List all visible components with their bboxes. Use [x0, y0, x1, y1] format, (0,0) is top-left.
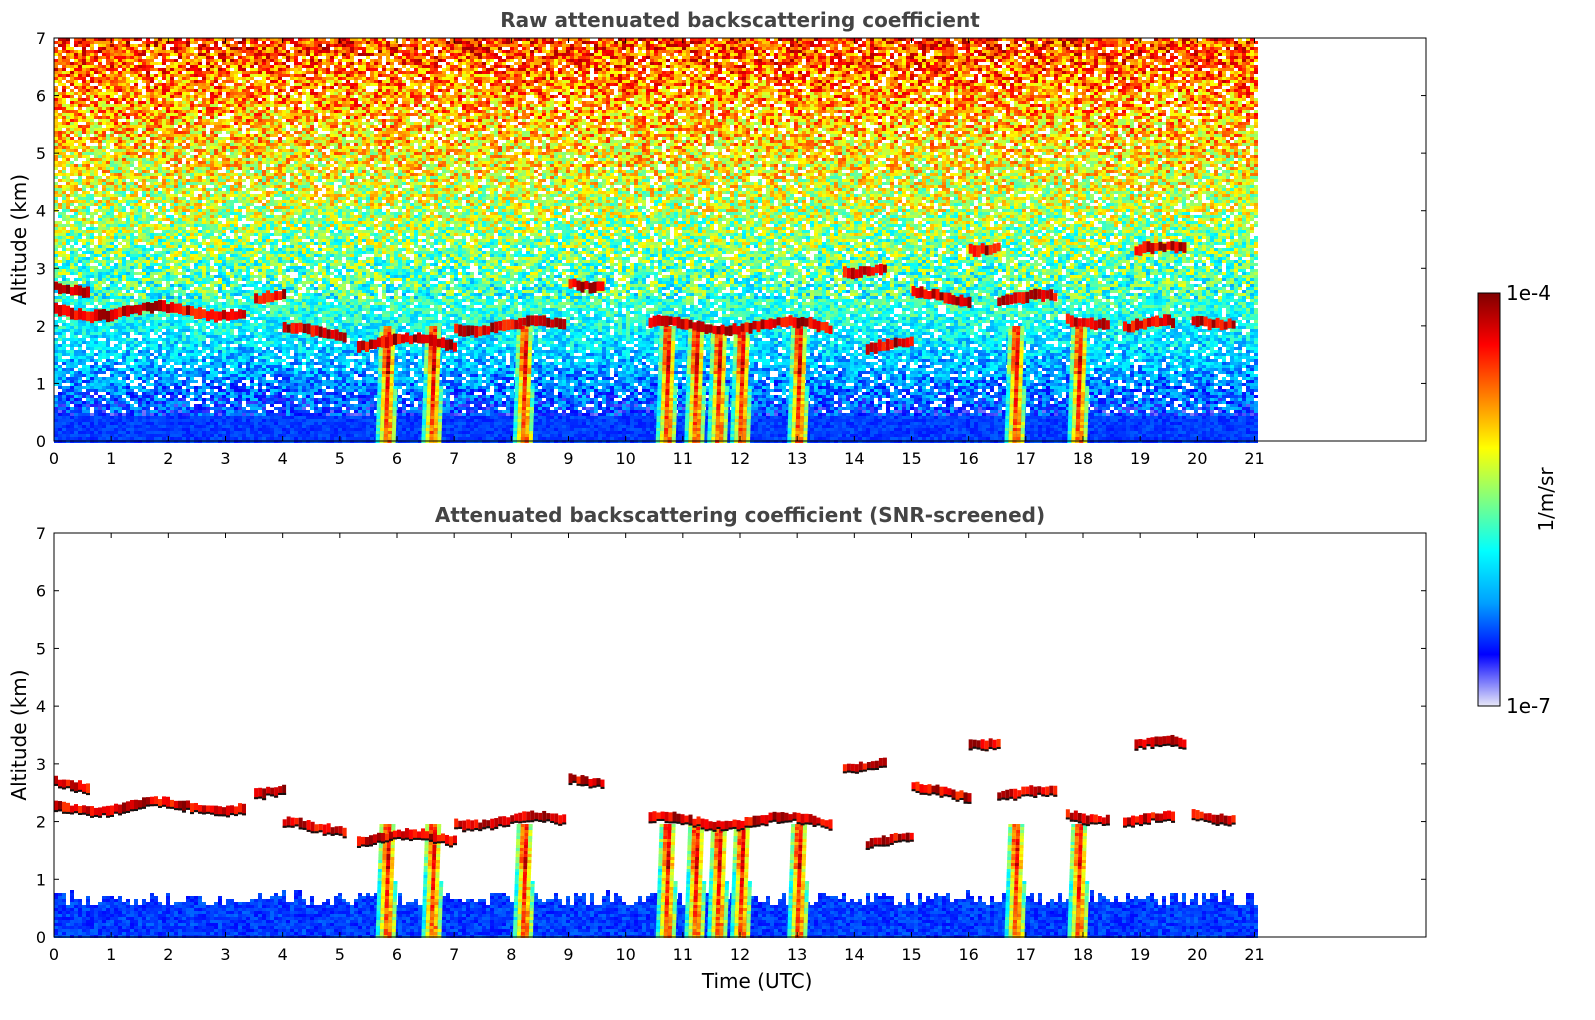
x-tick-label: 15: [901, 945, 921, 964]
x-tick-label: 19: [1130, 449, 1150, 468]
x-tick-label: 4: [278, 945, 288, 964]
x-tick-label: 1: [106, 449, 116, 468]
colorbar-gradient: [1478, 293, 1500, 706]
colorbar-unit-label: 1/m/sr: [1534, 467, 1558, 532]
y-tick-label: 4: [36, 202, 46, 221]
x-tick-label: 9: [563, 945, 573, 964]
x-tick-label: 12: [730, 449, 750, 468]
x-tick-label: 12: [730, 945, 750, 964]
x-tick-label: 18: [1073, 945, 1093, 964]
y-tick-label: 0: [36, 928, 46, 947]
x-tick-label: 11: [673, 449, 693, 468]
y-tick-label: 3: [36, 259, 46, 278]
x-tick-label: 2: [163, 449, 173, 468]
x-tick-label: 21: [1244, 449, 1264, 468]
x-tick-label: 10: [615, 945, 635, 964]
colorbar-max-label: 1e-4: [1506, 281, 1551, 305]
x-tick-label: 0: [49, 449, 59, 468]
x-tick-label: 17: [1016, 945, 1036, 964]
x-tick-label: 0: [49, 945, 59, 964]
colorbar: 1e-4 1e-7 1/m/sr: [1478, 281, 1558, 718]
y-axis-label: Altitude (km): [7, 174, 31, 305]
x-tick-label: 13: [787, 449, 807, 468]
y-tick-label: 4: [36, 697, 46, 716]
y-tick-label: 2: [36, 813, 46, 832]
x-tick-label: 18: [1073, 449, 1093, 468]
plot-area: [54, 38, 1426, 443]
y-tick-label: 5: [36, 144, 46, 163]
x-tick-label: 4: [278, 449, 288, 468]
x-tick-label: 6: [392, 945, 402, 964]
x-tick-label: 1: [106, 945, 116, 964]
y-tick-label: 1: [36, 374, 46, 393]
x-tick-label: 9: [563, 449, 573, 468]
y-tick-label: 5: [36, 639, 46, 658]
x-tick-label: 5: [335, 449, 345, 468]
x-tick-label: 8: [506, 945, 516, 964]
y-tick-label: 3: [36, 755, 46, 774]
x-tick-label: 20: [1187, 945, 1207, 964]
x-tick-label: 8: [506, 449, 516, 468]
x-tick-label: 20: [1187, 449, 1207, 468]
x-tick-label: 3: [220, 945, 230, 964]
y-axis-label: Altitude (km): [7, 669, 31, 800]
panel-title: Attenuated backscattering coefficient (S…: [435, 503, 1045, 527]
x-axis-label: Time (UTC): [701, 969, 813, 993]
x-tick-label: 7: [449, 449, 459, 468]
y-tick-label: 7: [36, 524, 46, 543]
x-tick-label: 2: [163, 945, 173, 964]
y-tick-label: 6: [36, 582, 46, 601]
x-tick-label: 15: [901, 449, 921, 468]
panel-title: Raw attenuated backscattering coefficien…: [500, 8, 980, 32]
x-tick-label: 21: [1244, 945, 1264, 964]
y-tick-label: 2: [36, 317, 46, 336]
y-tick-label: 0: [36, 432, 46, 451]
x-tick-label: 10: [615, 449, 635, 468]
plot-area: [54, 533, 1426, 938]
x-tick-label: 3: [220, 449, 230, 468]
y-tick-label: 6: [36, 87, 46, 106]
x-tick-label: 7: [449, 945, 459, 964]
x-tick-label: 11: [673, 945, 693, 964]
x-tick-label: 14: [844, 449, 864, 468]
raw-backscatter-panel: Raw attenuated backscattering coefficien…: [7, 8, 1426, 468]
y-tick-label: 7: [36, 29, 46, 48]
x-tick-label: 14: [844, 945, 864, 964]
figure: Raw attenuated backscattering coefficien…: [0, 0, 1595, 1020]
x-tick-label: 5: [335, 945, 345, 964]
x-tick-label: 19: [1130, 945, 1150, 964]
x-tick-label: 16: [958, 449, 978, 468]
x-tick-label: 6: [392, 449, 402, 468]
y-tick-label: 1: [36, 870, 46, 889]
x-tick-label: 13: [787, 945, 807, 964]
snr-screened-panel: Attenuated backscattering coefficient (S…: [7, 503, 1426, 993]
x-tick-label: 16: [958, 945, 978, 964]
colorbar-min-label: 1e-7: [1506, 694, 1551, 718]
x-tick-label: 17: [1016, 449, 1036, 468]
